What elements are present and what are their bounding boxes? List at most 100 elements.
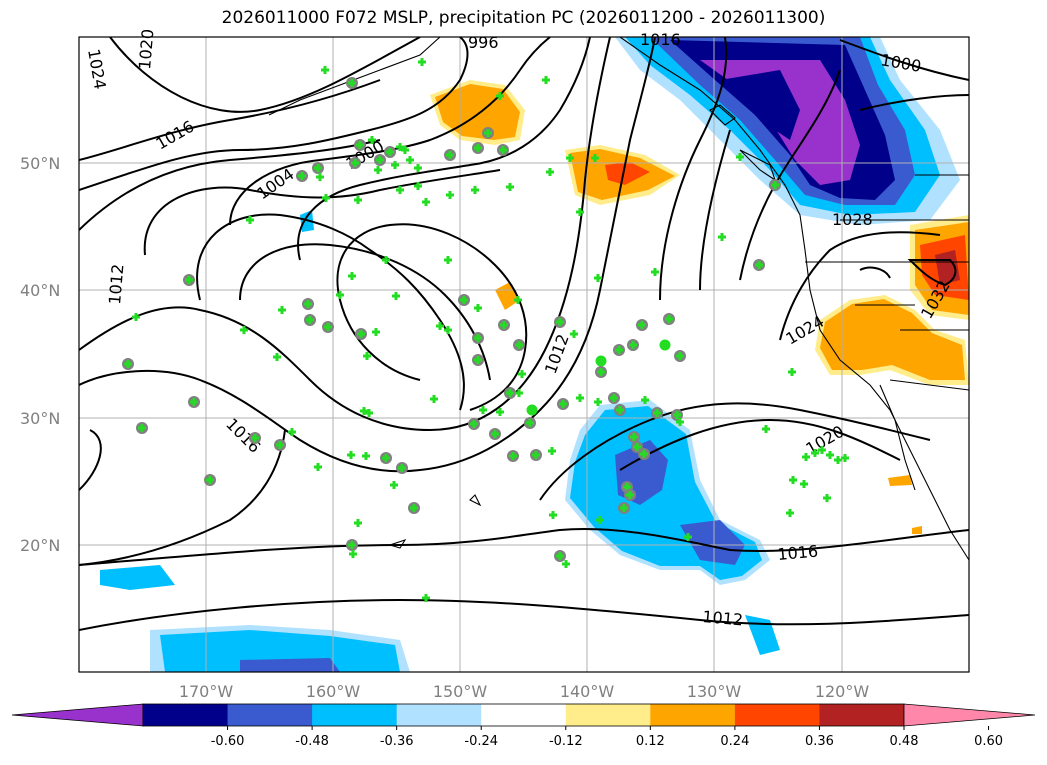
station-cross-marker	[823, 494, 831, 502]
station-cross-marker	[246, 216, 254, 224]
station-cross-marker	[322, 194, 330, 202]
station-cross-marker	[496, 408, 504, 416]
station-cross-marker	[559, 400, 567, 408]
colorbar-tick-label: 0.48	[890, 734, 919, 749]
station-cross-marker	[762, 425, 770, 433]
station-cross-marker	[629, 341, 637, 349]
station-cross-marker	[532, 451, 540, 459]
station-cross-marker	[597, 368, 605, 376]
station-cross-marker	[374, 166, 382, 174]
station-cross-marker	[676, 418, 684, 426]
station-cross-marker	[591, 154, 599, 162]
station-cross-marker	[736, 153, 744, 161]
station-cross-marker	[811, 449, 819, 457]
lon-label-150w: 150°W	[433, 682, 488, 701]
station-cross-marker	[446, 191, 454, 199]
colorbar-tick-label: -0.24	[464, 734, 498, 749]
station-cross-marker	[391, 161, 399, 169]
station-cross-marker	[834, 456, 842, 464]
lon-label-120w: 120°W	[815, 682, 870, 701]
negative-anomaly-south	[100, 565, 175, 590]
station-cross-marker	[386, 148, 394, 156]
station-cross-marker	[526, 419, 534, 427]
station-cross-marker	[471, 186, 479, 194]
station-cross-marker	[549, 511, 557, 519]
station-cross-marker	[410, 504, 418, 512]
station-cross-marker	[623, 483, 631, 491]
political-boundaries	[805, 174, 969, 391]
isobar-label: 1016	[640, 30, 681, 49]
colorbar-cell	[481, 704, 567, 726]
station-cross-marker	[474, 304, 482, 312]
station-cross-marker	[138, 424, 146, 432]
station-cross-marker	[630, 433, 638, 441]
station-cross-marker	[376, 156, 384, 164]
station-cross-marker	[348, 272, 356, 280]
colorbar-cell	[819, 704, 905, 726]
station-cross-marker	[190, 398, 198, 406]
colorbar-tick-label: -0.48	[295, 734, 329, 749]
lat-label-20n: 20°N	[20, 536, 60, 555]
station-cross-marker	[789, 476, 797, 484]
colorbar-tick-label: 0.12	[636, 734, 665, 749]
colorbar-tick-label: 0.60	[974, 734, 1003, 749]
colorbar-cell	[734, 704, 820, 726]
station-cross-marker	[500, 321, 508, 329]
station-cross-marker	[684, 533, 692, 541]
station-cross-marker	[594, 274, 602, 282]
station-cross-marker	[576, 208, 584, 216]
station-cross-marker	[546, 168, 554, 176]
station-cross-marker	[185, 276, 193, 284]
station-cross-marker	[515, 341, 523, 349]
station-cross-marker	[665, 315, 673, 323]
isobar-label: 1012	[105, 263, 127, 305]
station-cross-marker	[615, 346, 623, 354]
lon-label-130w: 130°W	[687, 682, 742, 701]
colorbar-cell	[650, 704, 736, 726]
station-cross-marker	[124, 360, 132, 368]
station-cross-marker	[802, 453, 810, 461]
station-cross-marker	[496, 92, 504, 100]
station-cross-marker	[788, 368, 796, 376]
isobars	[79, 37, 969, 631]
station-cross-marker	[362, 452, 370, 460]
station-circle-marker	[526, 404, 538, 416]
station-cross-marker	[556, 552, 564, 560]
station-cross-marker	[372, 328, 380, 336]
station-cross-marker	[273, 353, 281, 361]
station-cross-marker	[351, 159, 359, 167]
station-cross-marker	[518, 370, 526, 378]
station-cross-marker	[360, 407, 368, 415]
lat-label-50n: 50°N	[20, 154, 60, 173]
station-cross-marker	[446, 151, 454, 159]
station-cross-marker	[470, 420, 478, 428]
station-cross-marker	[718, 233, 726, 241]
station-cross-marker	[368, 136, 376, 144]
station-cross-marker	[755, 261, 763, 269]
station-cross-marker	[616, 406, 624, 414]
station-cross-marker	[786, 509, 794, 517]
station-cross-marker	[398, 464, 406, 472]
station-cross-marker	[240, 326, 248, 334]
colorbar-cell	[227, 704, 313, 726]
station-cross-marker	[132, 313, 140, 321]
station-circle-marker	[659, 339, 671, 351]
station-cross-marker	[474, 334, 482, 342]
station-cross-marker	[382, 454, 390, 462]
station-cross-marker	[354, 519, 362, 527]
station-cross-marker	[363, 352, 371, 360]
station-cross-marker	[306, 316, 314, 324]
station-cross-marker	[499, 146, 507, 154]
station-cross-marker	[460, 296, 468, 304]
station-cross-marker	[514, 296, 522, 304]
colorbar-tick-label: -0.60	[211, 734, 245, 749]
station-markers	[122, 58, 849, 602]
station-cross-marker	[251, 434, 259, 442]
station-cross-marker	[570, 330, 578, 338]
station-cross-marker	[484, 129, 492, 137]
station-cross-marker	[348, 79, 356, 87]
station-cross-marker	[406, 156, 414, 164]
map-gridlines	[79, 37, 969, 672]
map-title: 2026011000 F072 MSLP, precipitation PC (…	[221, 8, 826, 28]
